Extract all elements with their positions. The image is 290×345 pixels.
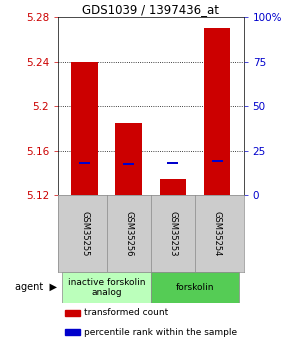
Bar	[212, 160, 223, 162]
Bar	[79, 162, 90, 164]
FancyBboxPatch shape	[151, 272, 239, 303]
Text: GSM35256: GSM35256	[124, 211, 133, 256]
Text: forskolin: forskolin	[176, 283, 214, 292]
Text: GSM35254: GSM35254	[213, 211, 222, 256]
Title: GDS1039 / 1397436_at: GDS1039 / 1397436_at	[82, 3, 219, 16]
FancyBboxPatch shape	[62, 272, 151, 303]
Bar	[66, 328, 80, 335]
Text: GSM35253: GSM35253	[168, 211, 177, 256]
Bar	[167, 162, 178, 164]
Bar	[204, 28, 230, 195]
Text: inactive forskolin
analog: inactive forskolin analog	[68, 278, 145, 297]
Text: percentile rank within the sample: percentile rank within the sample	[84, 327, 237, 336]
Bar	[160, 179, 186, 195]
Text: GSM35255: GSM35255	[80, 211, 89, 256]
Text: agent  ▶: agent ▶	[15, 283, 57, 293]
Bar	[123, 163, 134, 165]
Bar	[66, 309, 80, 316]
Bar	[115, 123, 142, 195]
Text: transformed count: transformed count	[84, 308, 168, 317]
Bar	[71, 62, 98, 195]
